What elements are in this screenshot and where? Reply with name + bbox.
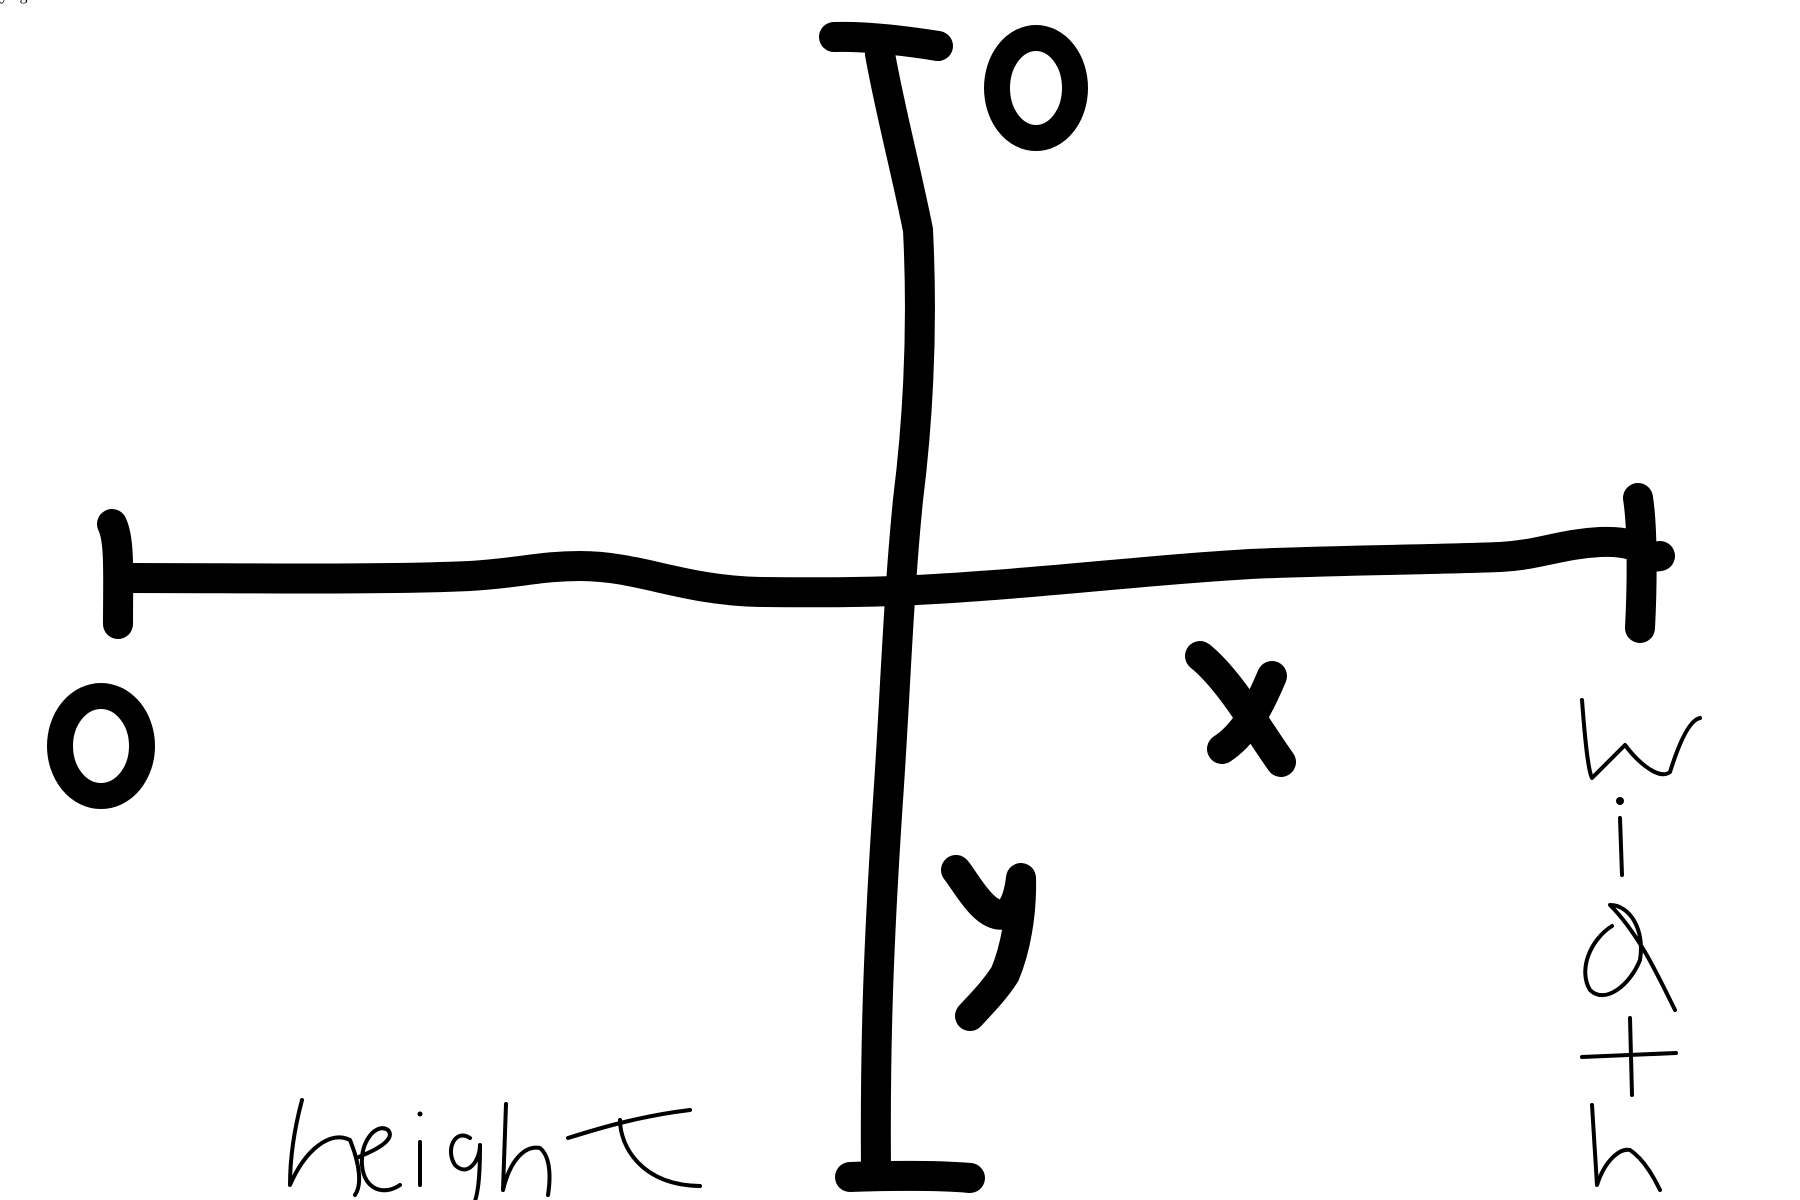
width-i-dot [1616, 797, 1624, 805]
height-t-stem [618, 1118, 702, 1188]
x-origin-label: 0 [0, 0, 155, 809]
x-axis-label: x [0, 0, 1296, 777]
width-h-stroke [1590, 1103, 1662, 1192]
x-origin-zero-glyph [47, 683, 155, 809]
vertical-axis-line [860, 39, 935, 1187]
height-i-dot [417, 1111, 423, 1117]
height-label: height [0, 0, 702, 1200]
width-t-cross [1580, 1051, 1678, 1059]
horizontal-axis-line [113, 526, 1675, 608]
width-label: width [0, 0, 1702, 1192]
svg-text:y: y [0, 0, 8, 4]
horizontal-axis [97, 483, 1675, 643]
height-t-cross [566, 1108, 692, 1140]
x-glyph-stroke-2 [1207, 661, 1287, 764]
y-glyph-stroke [941, 855, 1037, 1031]
height-h1-stroke [288, 1098, 362, 1197]
vertical-axis-top-tick [819, 21, 953, 61]
svg-text:width: width [0, 0, 36, 4]
height-e-stroke [354, 1126, 402, 1193]
horizontal-axis-right-tick [1623, 483, 1657, 643]
width-i-stroke [1618, 816, 1624, 877]
svg-text:height: height [0, 0, 41, 4]
width-d-stroke [1583, 903, 1677, 1012]
height-h2-stroke [501, 1102, 552, 1197]
height-g-stroke [449, 1133, 482, 1200]
vertical-axis [819, 21, 985, 1193]
y-axis-label: y [0, 0, 1037, 1031]
width-w-stroke [1580, 698, 1702, 780]
y-origin-label: 0 [0, 0, 1088, 151]
horizontal-axis-left-tick [97, 509, 134, 639]
svg-text:0: 0 [0, 0, 8, 4]
y-origin-zero-glyph [984, 25, 1088, 151]
svg-text:0: 0 [0, 0, 8, 4]
vertical-axis-bottom-tick [835, 1161, 985, 1193]
svg-text:x: x [0, 0, 8, 4]
